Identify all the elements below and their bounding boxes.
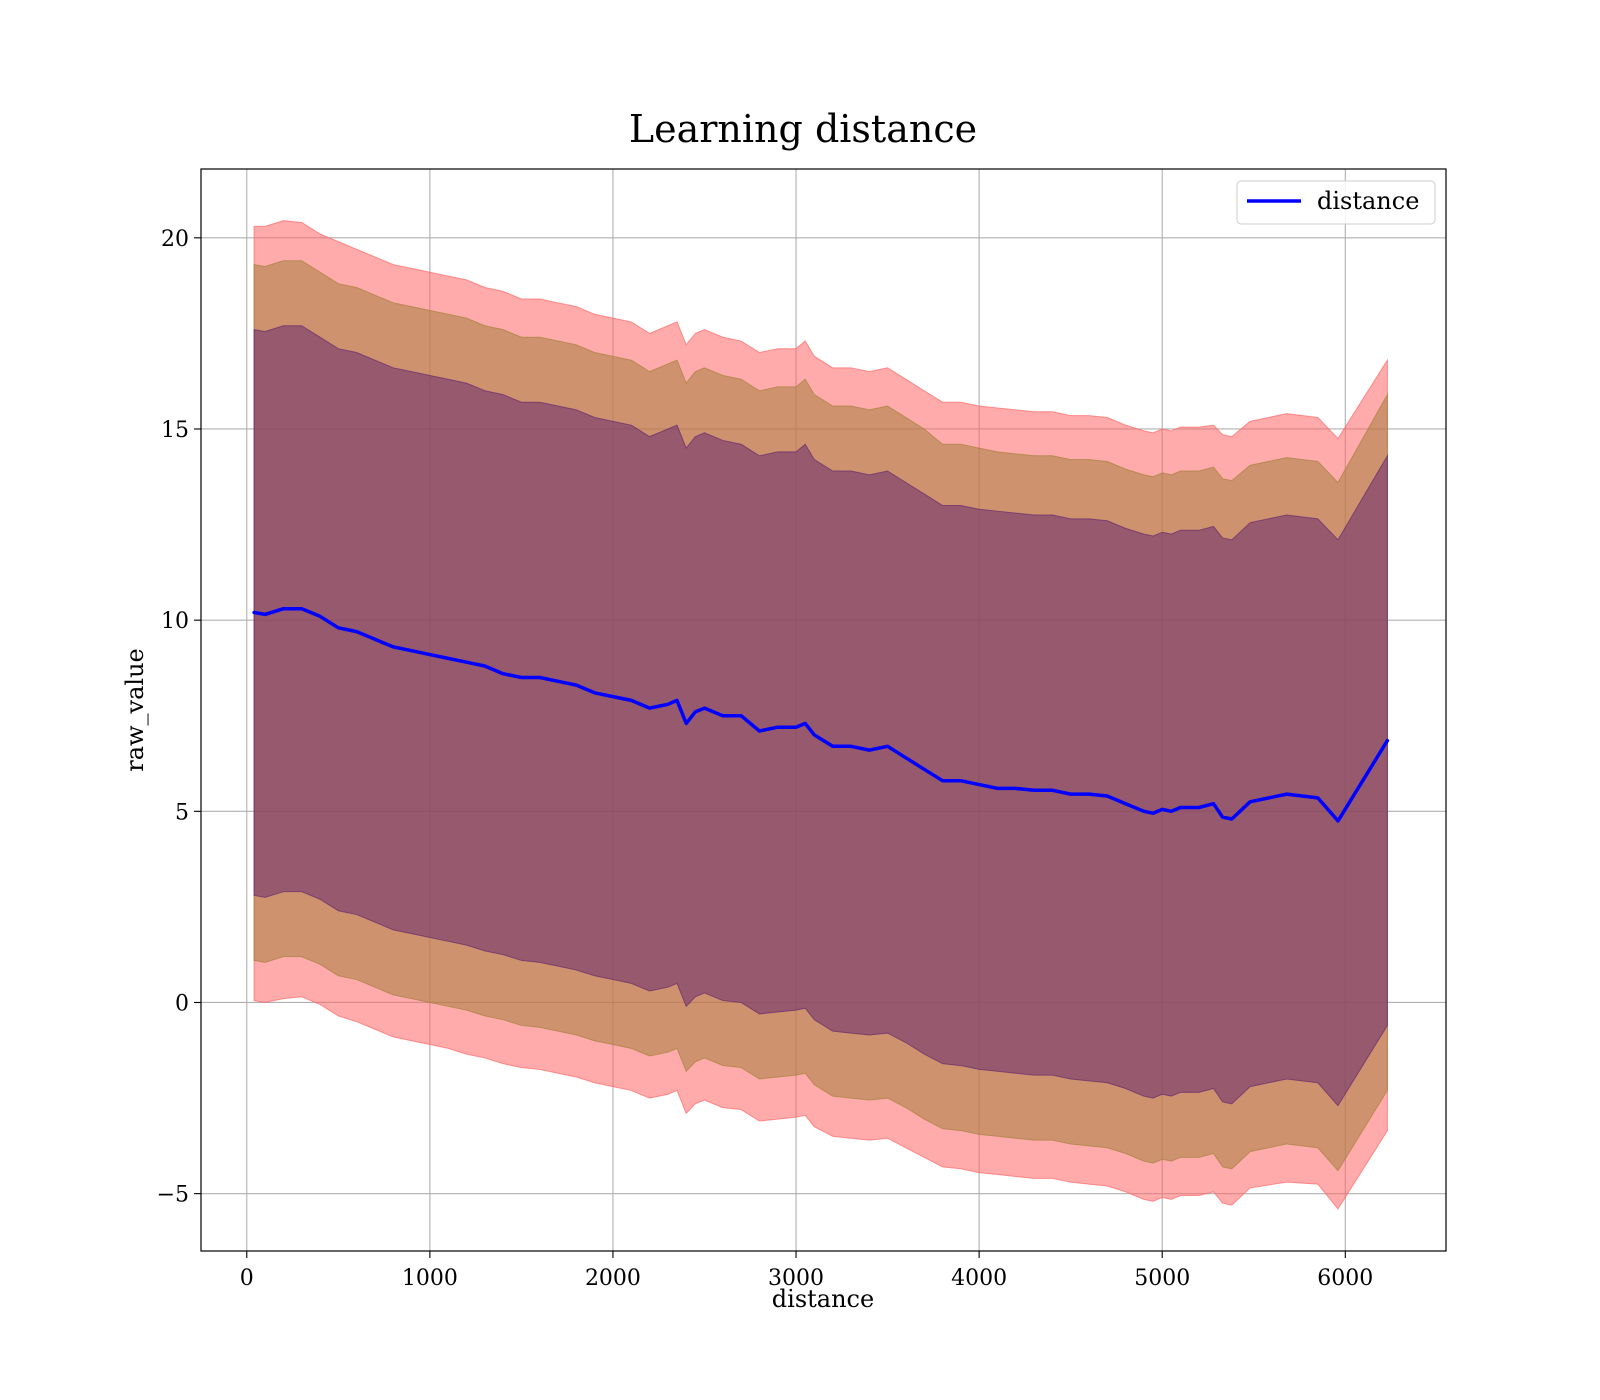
- y-axis-ticks: −5 0 5 10 15 20: [157, 227, 201, 1208]
- legend-label-distance: distance: [1317, 187, 1419, 215]
- x-tick-label: 0: [240, 1266, 254, 1291]
- chart-title: Learning distance: [629, 107, 977, 151]
- legend: distance: [1236, 180, 1436, 225]
- y-axis-label: raw_value: [121, 648, 149, 772]
- y-tick-label: 10: [161, 609, 189, 634]
- y-tick-label: −5: [157, 1183, 189, 1208]
- y-tick-label: 20: [161, 227, 189, 252]
- x-tick-label: 4000: [951, 1266, 1007, 1291]
- y-tick-label: 15: [161, 418, 189, 443]
- x-tick-label: 5000: [1134, 1266, 1190, 1291]
- series-layer: [252, 606, 1390, 823]
- x-tick-label: 2000: [585, 1266, 641, 1291]
- x-axis-label: distance: [772, 1285, 874, 1313]
- confidence-bands: [253, 220, 1388, 1210]
- x-tick-label: 3000: [768, 1266, 824, 1291]
- legend-box: [1236, 180, 1436, 225]
- plot-frame: [200, 168, 1447, 1252]
- y-tick-label: 5: [175, 800, 189, 825]
- series-line-distance: [252, 606, 1390, 823]
- x-tick-label: 1000: [402, 1266, 458, 1291]
- x-tick-label: 6000: [1317, 1266, 1373, 1291]
- band-inner: [253, 325, 1388, 1107]
- x-axis-ticks: 0 1000 2000 3000 4000 5000 6000: [240, 1251, 1373, 1291]
- y-tick-label: 0: [175, 991, 189, 1016]
